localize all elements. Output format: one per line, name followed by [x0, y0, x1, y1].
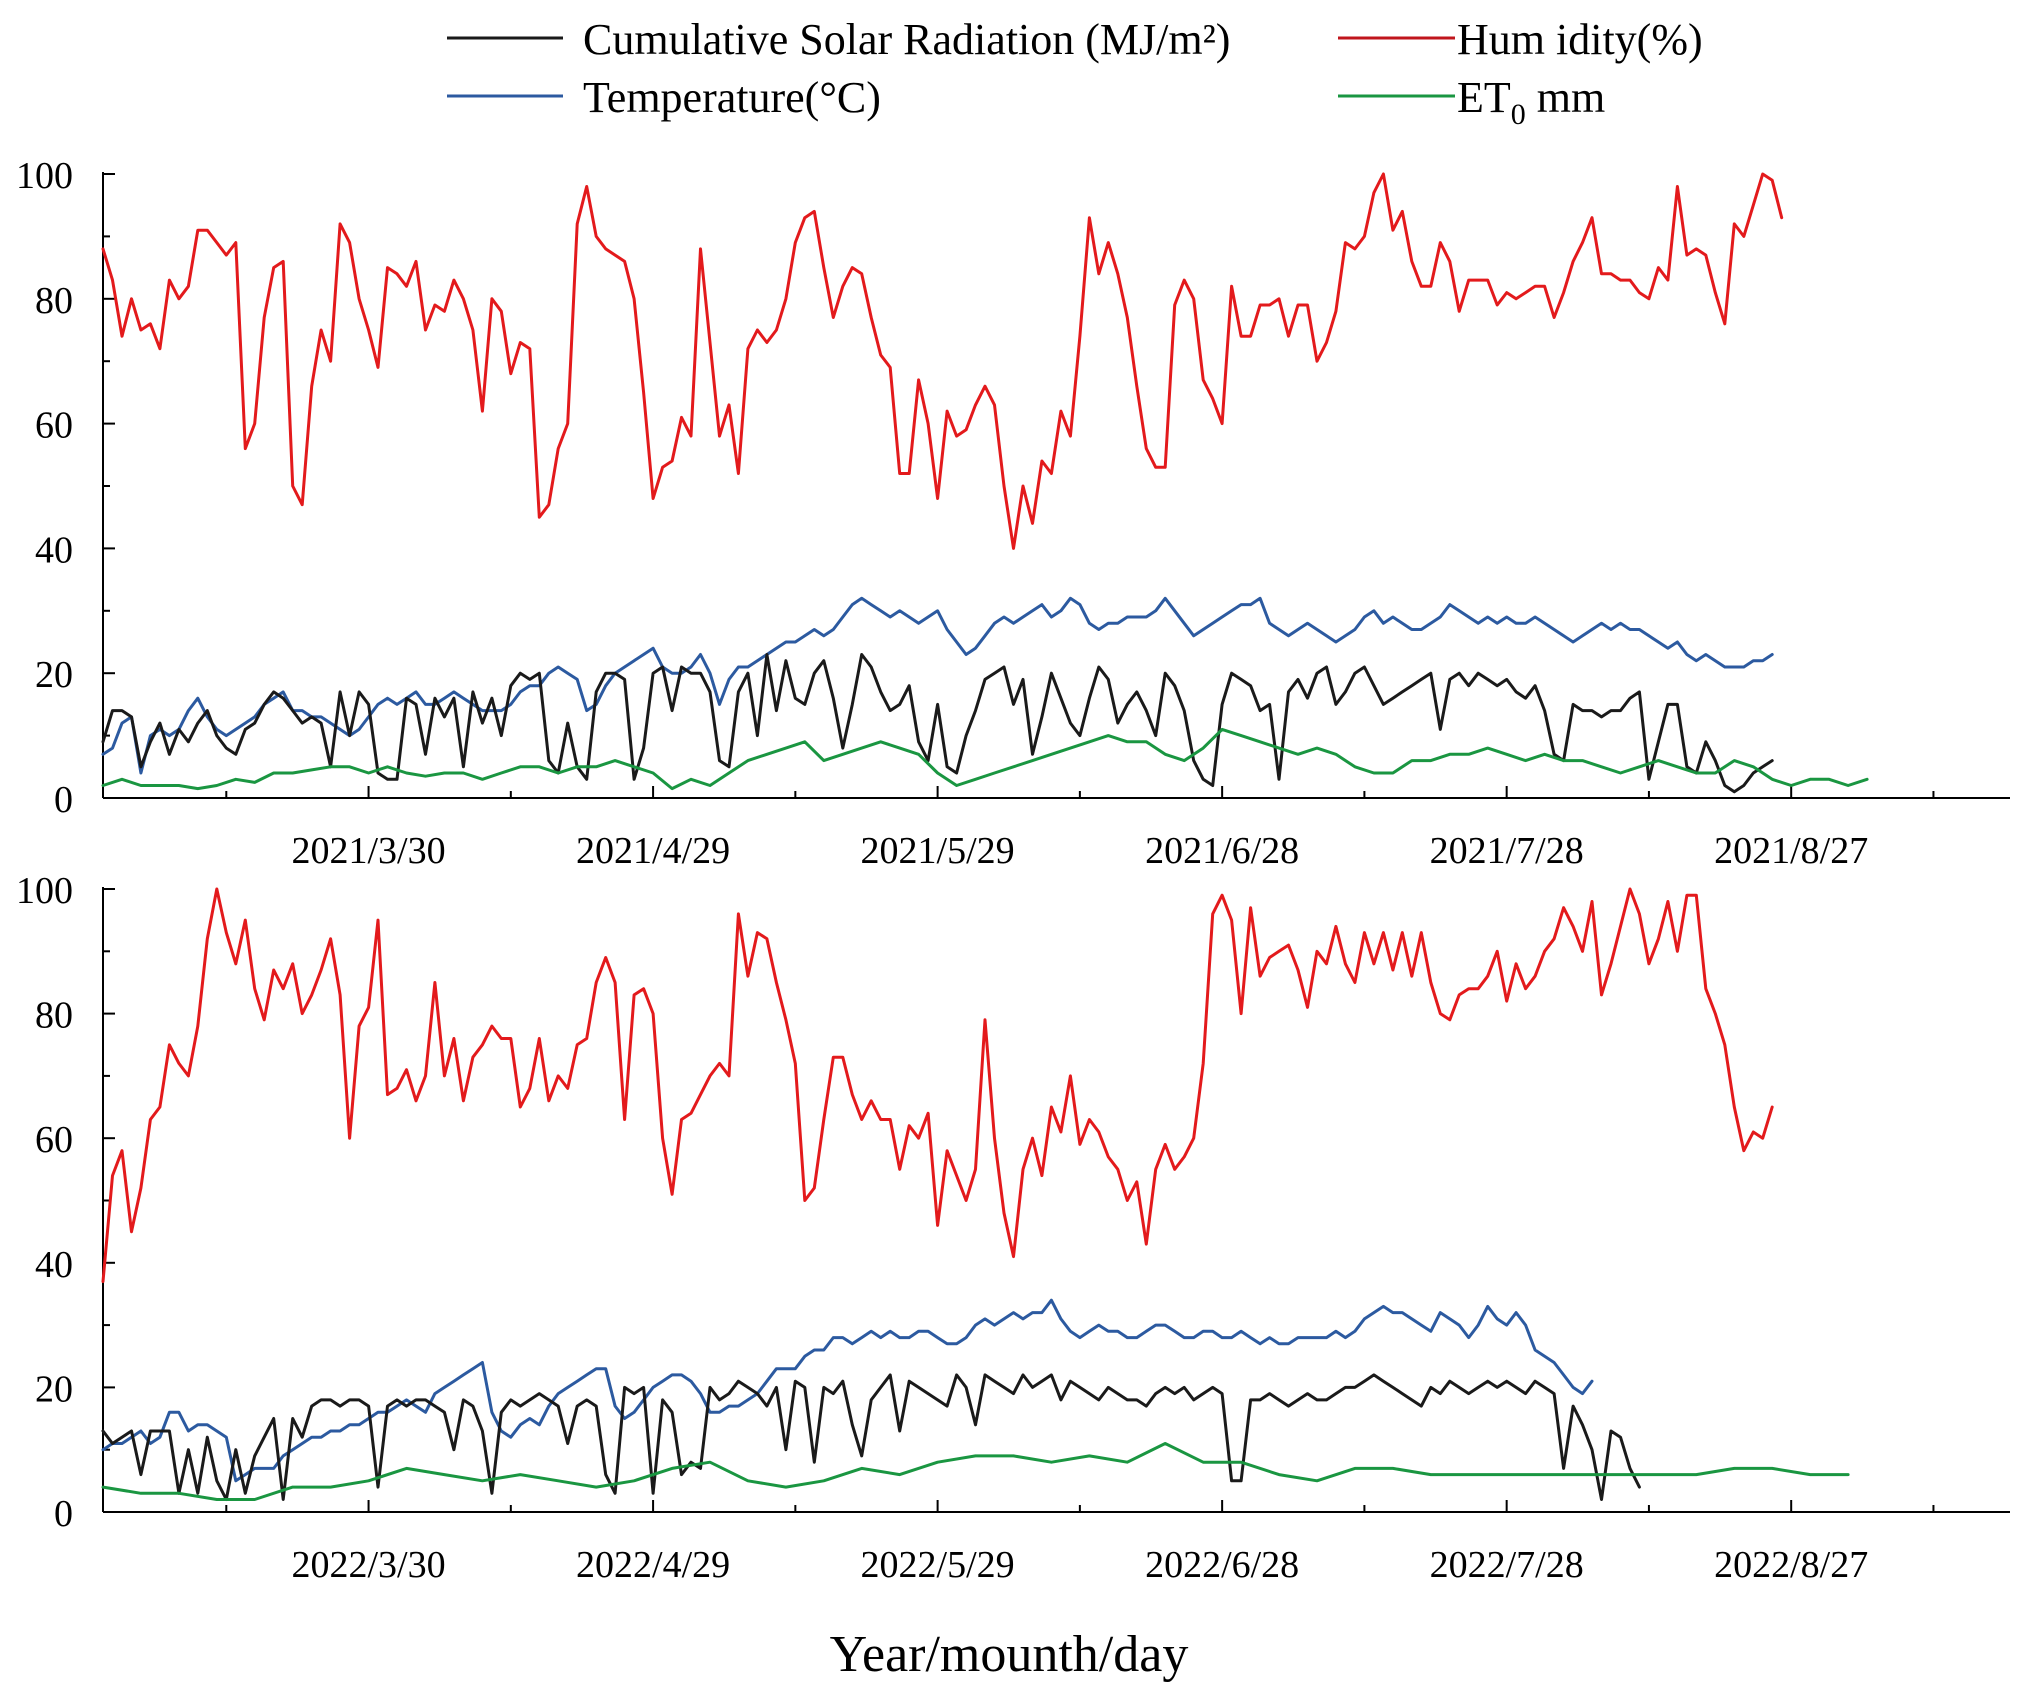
y-tick-label: 40 [35, 529, 73, 571]
x-tick-label: 2022/4/29 [576, 1544, 730, 1586]
y-tick-label: 60 [35, 405, 73, 447]
x-tick-label: 2022/3/30 [291, 1544, 445, 1586]
series-line-et-mm [101, 727, 1869, 791]
y-tick-label: 60 [35, 1119, 73, 1161]
y-tick-label: 100 [16, 870, 73, 912]
series-line-temperature-c [101, 596, 1774, 775]
series-line-humidity [101, 172, 1784, 550]
series-line-cumulative-solar-radiation-mj-m [101, 653, 1774, 794]
x-axis-title: Year/mounth/day [830, 1626, 1189, 1683]
y-tick-label: 20 [35, 1368, 73, 1410]
series-line-et-mm [101, 1442, 1850, 1501]
legend-label-solar: Cumulative Solar Radiation (MJ/m²) [583, 15, 1230, 64]
legend-label-humidity: Hum idity(%) [1457, 15, 1703, 64]
legend-entry-temperature: Temperature(°C) [447, 73, 881, 122]
chart-panel-2021: 0 20 40 60 80 100 2021/3/30 2021/4/29 2021/5/29 2… [16, 155, 2010, 872]
x-tick-label: 2021/6/28 [1145, 830, 1299, 872]
x-tick-label: 2022/6/28 [1145, 1544, 1299, 1586]
y-tick-label: 80 [35, 995, 73, 1037]
y-tick-label: 40 [35, 1244, 73, 1286]
legend-label-et0: ET0 mm [1457, 73, 1605, 131]
x-tick-label: 2021/7/28 [1430, 830, 1584, 872]
y-tick-label: 100 [16, 155, 73, 197]
legend-entry-solar: Cumulative Solar Radiation (MJ/m²) [447, 15, 1230, 64]
chart-panel-2022: 0 20 40 60 80 100 2022/3/30 2022/4/29 2022/5/29 2… [16, 870, 2010, 1586]
x-tick-label: 2022/8/27 [1714, 1544, 1868, 1586]
x-tick-label: 2022/5/29 [861, 1544, 1015, 1586]
x-tick-label: 2022/7/28 [1430, 1544, 1584, 1586]
y-tick-label: 0 [54, 1493, 73, 1535]
legend-entry-et0: ET0 mm [1338, 73, 1605, 131]
y-tick-label: 20 [35, 654, 73, 696]
x-tick-label: 2021/3/30 [291, 830, 445, 872]
x-tick-label: 2021/8/27 [1714, 830, 1868, 872]
x-tick-label: 2021/4/29 [576, 830, 730, 872]
y-tick-label: 0 [54, 779, 73, 821]
series-line-cumulative-solar-radiation-mj-m [101, 1373, 1641, 1501]
legend-label-temperature: Temperature(°C) [583, 73, 881, 122]
y-tick-label: 80 [35, 280, 73, 322]
legend-entry-humidity: Hum idity(%) [1338, 15, 1703, 64]
legend: Cumulative Solar Radiation (MJ/m²) Hum i… [447, 15, 1703, 131]
x-tick-label: 2021/5/29 [861, 830, 1015, 872]
series-line-temperature-c [101, 1298, 1594, 1483]
series-line-humidity [101, 887, 1774, 1283]
